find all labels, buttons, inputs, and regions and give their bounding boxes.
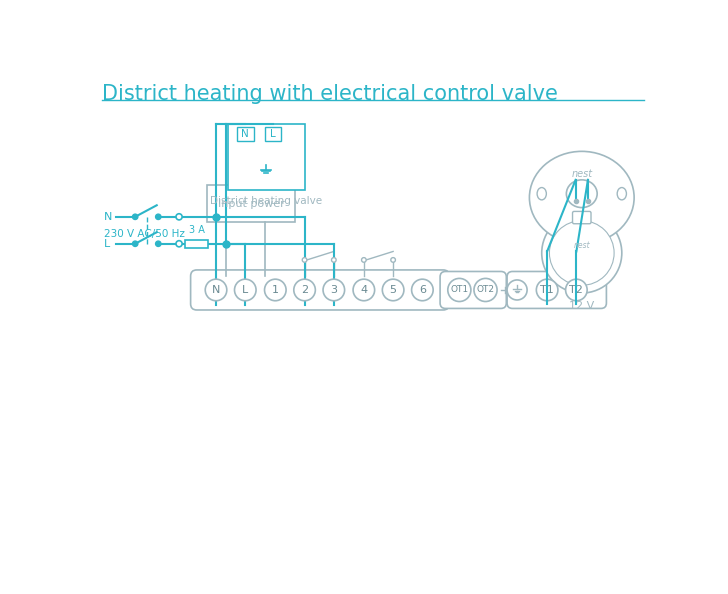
- FancyBboxPatch shape: [207, 185, 296, 222]
- Circle shape: [391, 258, 395, 262]
- Circle shape: [448, 279, 471, 302]
- Circle shape: [205, 279, 227, 301]
- Text: T1: T1: [540, 285, 554, 295]
- Bar: [228, 124, 304, 190]
- Text: 230 V AC/50 Hz: 230 V AC/50 Hz: [103, 229, 184, 239]
- Text: District heating valve: District heating valve: [210, 196, 322, 206]
- Circle shape: [542, 213, 622, 293]
- Circle shape: [331, 258, 336, 262]
- Circle shape: [156, 214, 161, 220]
- Circle shape: [537, 279, 558, 301]
- Ellipse shape: [537, 188, 546, 200]
- Circle shape: [294, 279, 315, 301]
- Text: N: N: [212, 285, 220, 295]
- Text: N: N: [103, 212, 112, 222]
- Text: 12 V: 12 V: [569, 301, 594, 311]
- Text: N: N: [242, 129, 249, 140]
- Circle shape: [234, 279, 256, 301]
- Text: 1: 1: [272, 285, 279, 295]
- Bar: [264, 128, 282, 141]
- FancyBboxPatch shape: [507, 271, 606, 308]
- FancyBboxPatch shape: [191, 270, 449, 310]
- Text: OT2: OT2: [477, 286, 494, 295]
- Text: 4: 4: [360, 285, 368, 295]
- FancyBboxPatch shape: [440, 271, 506, 308]
- Circle shape: [566, 279, 587, 301]
- Text: 3 A: 3 A: [189, 225, 205, 235]
- Text: 3: 3: [331, 285, 337, 295]
- Circle shape: [264, 279, 286, 301]
- Circle shape: [302, 258, 307, 262]
- Text: 5: 5: [389, 285, 397, 295]
- Circle shape: [353, 279, 375, 301]
- Ellipse shape: [566, 180, 597, 207]
- Circle shape: [474, 279, 497, 302]
- Text: L: L: [242, 285, 248, 295]
- FancyBboxPatch shape: [572, 211, 591, 224]
- Circle shape: [176, 214, 182, 220]
- Bar: [237, 128, 254, 141]
- Text: District heating with electrical control valve: District heating with electrical control…: [102, 84, 558, 103]
- Circle shape: [176, 241, 182, 247]
- Text: OT1: OT1: [451, 286, 468, 295]
- Text: L: L: [270, 129, 276, 140]
- Circle shape: [411, 279, 433, 301]
- Text: T2: T2: [569, 285, 583, 295]
- Circle shape: [382, 279, 404, 301]
- Text: 2: 2: [301, 285, 308, 295]
- Text: nest: nest: [574, 241, 590, 250]
- Circle shape: [550, 220, 614, 285]
- Ellipse shape: [529, 151, 634, 244]
- Text: Input power: Input power: [218, 199, 285, 208]
- Ellipse shape: [617, 188, 626, 200]
- Circle shape: [132, 241, 138, 247]
- Circle shape: [507, 280, 527, 300]
- Text: L: L: [103, 239, 110, 249]
- Text: nest: nest: [571, 169, 593, 179]
- Text: 6: 6: [419, 285, 426, 295]
- Bar: [185, 240, 208, 248]
- Circle shape: [156, 241, 161, 247]
- Circle shape: [132, 214, 138, 220]
- Circle shape: [323, 279, 344, 301]
- Circle shape: [362, 258, 366, 262]
